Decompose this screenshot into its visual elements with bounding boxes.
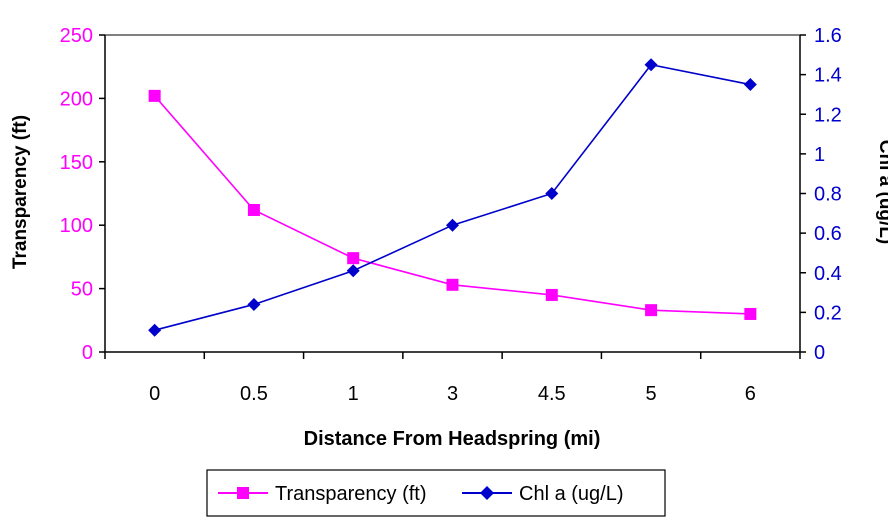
data-point-transparency — [645, 304, 658, 317]
x-tick-label: 0.5 — [240, 383, 268, 405]
legend-label-chla: Chl a (ug/L) — [519, 483, 624, 505]
right-axis: 0 0.2 0.4 0.6 0.8 1 1.2 1.4 1.6 — [800, 25, 842, 364]
left-axis: 0 50 100 150 200 250 — [60, 25, 105, 364]
data-point-transparency — [545, 288, 558, 301]
right-tick-label: 0.6 — [814, 223, 842, 245]
left-tick-label: 250 — [60, 25, 93, 47]
data-point-transparency — [446, 278, 459, 291]
data-point-transparency — [347, 252, 360, 265]
x-tick-label: 0 — [149, 383, 160, 405]
legend-box — [206, 469, 666, 517]
right-tick-label: 0.8 — [814, 184, 842, 206]
right-tick-label: 0.2 — [814, 302, 842, 324]
plot-area — [104, 34, 801, 353]
left-tick-label: 100 — [60, 215, 93, 237]
legend: Transparency (ft) Chl a (ug/L) — [206, 469, 666, 517]
left-axis-label: Transparency (ft) — [10, 115, 31, 269]
right-tick-label: 0.4 — [814, 263, 842, 285]
data-point-chla — [247, 297, 261, 311]
x-tick-label: 5 — [646, 383, 657, 405]
right-tick-label: 1.4 — [814, 65, 842, 87]
data-point-chla — [446, 218, 459, 232]
left-tick-label: 0 — [82, 342, 93, 364]
data-point-transparency — [247, 203, 260, 216]
legend-marker-transparency — [237, 487, 249, 499]
legend-marker-chla — [480, 486, 494, 500]
right-axis-label: Chl a (ug/L) — [875, 140, 888, 244]
x-axis: 0 0.5 1 3 4.5 5 6 — [104, 352, 801, 405]
x-tick-label: 1 — [348, 383, 359, 405]
data-point-chla — [545, 187, 559, 200]
left-tick-label: 200 — [60, 88, 93, 110]
right-tick-label: 0 — [814, 342, 825, 364]
right-tick-label: 1 — [814, 144, 825, 166]
data-point-chla — [148, 323, 162, 337]
x-tick-label: 6 — [745, 383, 756, 405]
legend-label-transparency: Transparency (ft) — [275, 483, 427, 505]
x-tick-label: 3 — [447, 383, 458, 405]
series-layer — [148, 58, 757, 337]
right-tick-label: 1.2 — [814, 104, 842, 126]
left-tick-label: 50 — [71, 279, 93, 301]
data-point-transparency — [148, 89, 161, 102]
data-point-chla — [644, 58, 658, 72]
x-tick-label: 4.5 — [538, 383, 566, 405]
x-axis-label: Distance From Headspring (mi) — [304, 428, 601, 450]
left-tick-label: 150 — [60, 152, 93, 174]
right-tick-label: 1.6 — [814, 25, 842, 47]
data-point-chla — [346, 264, 360, 278]
data-point-chla — [743, 78, 757, 92]
data-point-transparency — [744, 307, 757, 320]
